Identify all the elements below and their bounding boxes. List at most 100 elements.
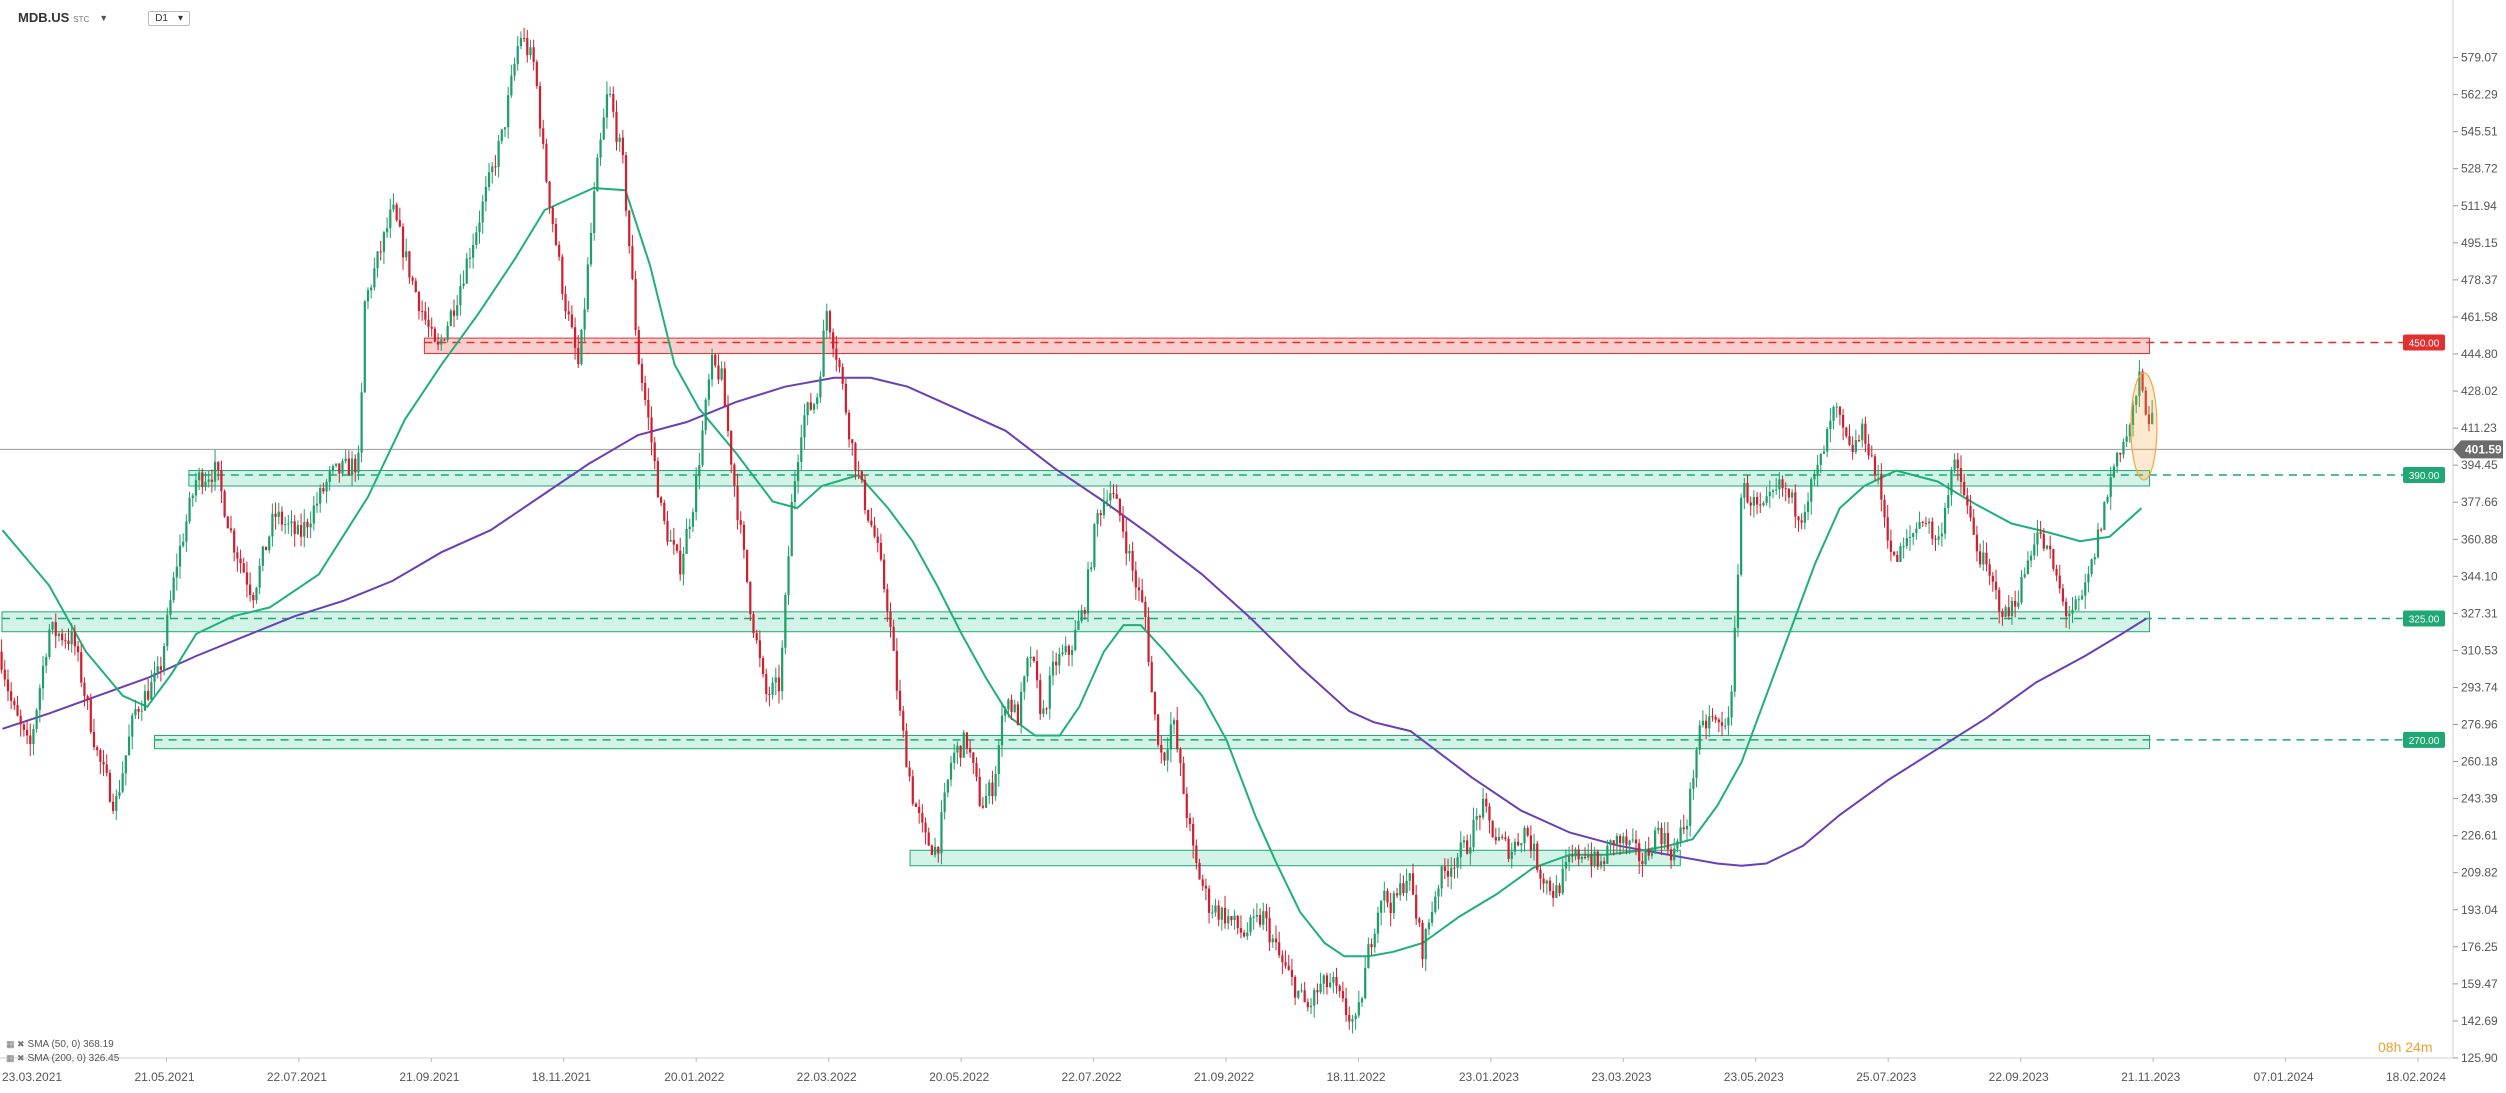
candle[interactable]: [315, 503, 319, 506]
candle[interactable]: [835, 348, 838, 360]
candle[interactable]: [876, 536, 879, 543]
candle[interactable]: [1351, 1018, 1354, 1022]
candle[interactable]: [1883, 499, 1886, 518]
candle[interactable]: [1768, 492, 1771, 497]
candle[interactable]: [478, 222, 481, 233]
candle[interactable]: [354, 458, 357, 473]
candle[interactable]: [449, 310, 452, 326]
candle[interactable]: [812, 403, 816, 410]
candle[interactable]: [462, 283, 465, 287]
candle[interactable]: [325, 481, 328, 492]
candle[interactable]: [398, 220, 401, 227]
candle[interactable]: [96, 747, 99, 751]
candle[interactable]: [16, 705, 19, 716]
candle[interactable]: [389, 209, 392, 229]
candle[interactable]: [491, 166, 494, 173]
candle[interactable]: [2131, 405, 2135, 425]
candle[interactable]: [134, 708, 137, 716]
candle[interactable]: [1806, 501, 1810, 513]
candle[interactable]: [1861, 423, 1864, 441]
candle[interactable]: [1899, 546, 1902, 562]
candle[interactable]: [761, 658, 765, 674]
candle[interactable]: [882, 559, 886, 590]
candle[interactable]: [1835, 406, 1838, 408]
candle[interactable]: [401, 226, 405, 258]
candle[interactable]: [1517, 841, 1520, 846]
candle[interactable]: [1669, 849, 1673, 861]
candle[interactable]: [1558, 885, 1561, 894]
candle[interactable]: [1959, 468, 1963, 482]
candle[interactable]: [717, 365, 720, 380]
candle[interactable]: [1529, 835, 1532, 852]
candle[interactable]: [1462, 840, 1466, 843]
candle[interactable]: [54, 622, 57, 636]
candle[interactable]: [1912, 533, 1915, 537]
candle[interactable]: [1281, 955, 1284, 963]
candle[interactable]: [1660, 827, 1663, 845]
candle[interactable]: [1587, 854, 1590, 858]
candle[interactable]: [1848, 436, 1851, 445]
candle[interactable]: [1692, 778, 1695, 789]
candle[interactable]: [1102, 500, 1106, 516]
candle[interactable]: [1338, 986, 1341, 992]
candle[interactable]: [1405, 880, 1408, 894]
candle[interactable]: [2029, 555, 2033, 561]
candle[interactable]: [1759, 504, 1762, 506]
candle[interactable]: [1963, 481, 1966, 496]
candle[interactable]: [51, 622, 54, 630]
candle[interactable]: [558, 244, 561, 257]
candle[interactable]: [182, 541, 185, 546]
candle[interactable]: [2049, 545, 2052, 550]
candle[interactable]: [127, 736, 131, 756]
candle[interactable]: [682, 553, 685, 575]
candle[interactable]: [1201, 879, 1204, 886]
candle[interactable]: [293, 521, 296, 535]
candle[interactable]: [1947, 495, 1950, 508]
candle[interactable]: [1243, 932, 1246, 937]
candle[interactable]: [997, 745, 1000, 774]
candle[interactable]: [1940, 533, 1943, 537]
candle[interactable]: [210, 479, 213, 482]
candle[interactable]: [115, 795, 118, 811]
candle[interactable]: [1427, 922, 1431, 930]
candle[interactable]: [1093, 524, 1096, 568]
visibility-icon[interactable]: ▦ ✖: [6, 1039, 25, 1049]
candle[interactable]: [405, 251, 408, 258]
candle[interactable]: [2033, 544, 2036, 556]
candle[interactable]: [707, 379, 710, 400]
candle[interactable]: [1121, 515, 1125, 532]
candle[interactable]: [1548, 880, 1552, 891]
candle[interactable]: [1150, 662, 1153, 693]
candle[interactable]: [411, 277, 414, 281]
candle[interactable]: [507, 95, 510, 128]
candle[interactable]: [121, 773, 124, 792]
candle[interactable]: [991, 782, 994, 797]
candle[interactable]: [854, 443, 857, 471]
candle[interactable]: [1596, 851, 1599, 867]
candle[interactable]: [481, 201, 484, 223]
candle[interactable]: [771, 682, 774, 695]
candle[interactable]: [32, 728, 35, 745]
candle[interactable]: [742, 524, 746, 550]
candle[interactable]: [1434, 896, 1437, 912]
candle[interactable]: [271, 513, 274, 537]
candle[interactable]: [1590, 854, 1593, 866]
candle[interactable]: [714, 354, 717, 366]
candle[interactable]: [1265, 911, 1268, 919]
candle[interactable]: [573, 327, 577, 348]
candle[interactable]: [844, 383, 847, 413]
candle[interactable]: [2026, 560, 2030, 575]
candle[interactable]: [793, 481, 797, 502]
candle[interactable]: [1641, 861, 1644, 865]
candle[interactable]: [1418, 918, 1421, 923]
candle[interactable]: [1526, 828, 1529, 836]
candle[interactable]: [1290, 969, 1294, 977]
candle[interactable]: [1182, 763, 1185, 794]
candle[interactable]: [1924, 522, 1928, 524]
candle[interactable]: [905, 730, 908, 768]
candle[interactable]: [1873, 456, 1877, 475]
level-zone-450.00[interactable]: [423, 337, 2150, 355]
candle[interactable]: [2087, 574, 2090, 583]
candle[interactable]: [1070, 650, 1074, 655]
candle[interactable]: [1223, 907, 1227, 924]
